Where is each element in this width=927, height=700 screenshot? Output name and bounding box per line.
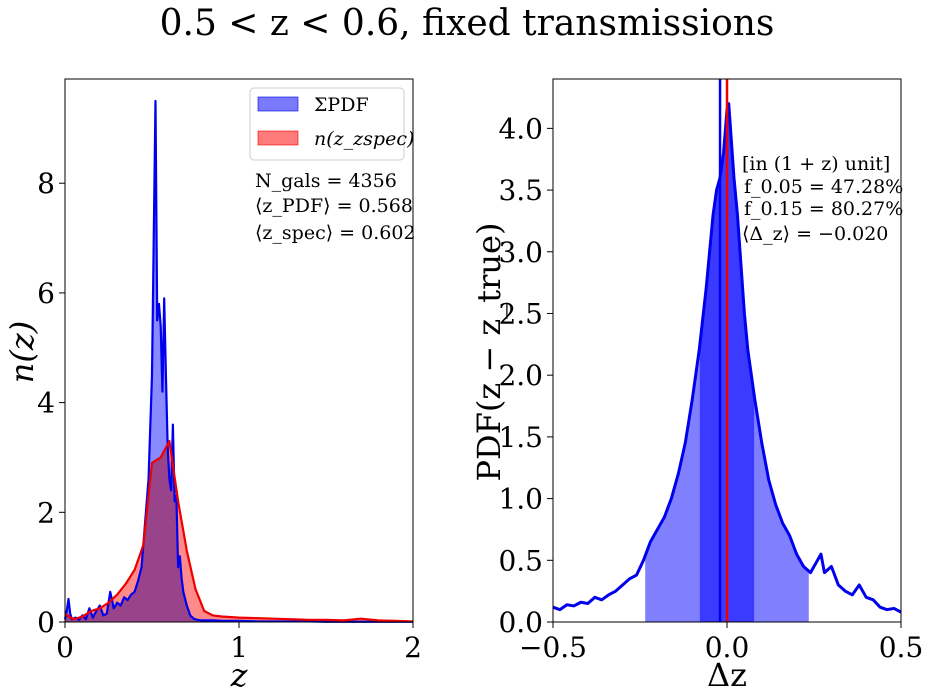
legend-swatch-sumpdf	[257, 96, 299, 112]
right-ytick-label-0: 0.0	[498, 606, 543, 639]
annotation-f015: f_0.15 = 80.27%	[744, 198, 903, 220]
right-ytick-label-4: 2.0	[498, 359, 543, 392]
right-ytick-label-7: 3.5	[498, 174, 543, 207]
left-ylabel: n(z)	[3, 321, 41, 383]
left-ytick-label-3: 6	[37, 277, 55, 310]
left-plot: 0 1 2 0 2 4 6 8 z n(z) ΣPDF n(z_zspec) N_gals =…	[3, 78, 422, 694]
right-xtick-label-1: 0.0	[705, 631, 750, 664]
annotation-f005: f_0.05 = 47.28%	[744, 176, 903, 198]
legend-label-sumpdf: ΣPDF	[314, 94, 369, 116]
left-ytick-label-0: 0	[37, 606, 55, 639]
right-xlabel: Δz	[707, 656, 747, 694]
legend-label-nzspec: n(z_zspec)	[314, 128, 414, 150]
right-ytick-label-6: 3.0	[498, 236, 543, 269]
right-ytick-label-3: 1.5	[498, 421, 543, 454]
left-ytick-label-1: 2	[37, 496, 55, 529]
right-ytick-label-8: 4.0	[498, 112, 543, 145]
right-plot: −0.5 0.0 0.50.00.51.01.52.02.53.03.54.0 Δz…	[470, 78, 924, 694]
left-xlabel: z	[230, 656, 249, 694]
annotation-ngals: N_gals = 4356	[255, 170, 397, 192]
annotation-mean-dz: ⟨Δ_z⟩ = −0.020	[742, 223, 888, 245]
figure-suptitle: 0.5 < z < 0.6, fixed transmissions	[160, 3, 775, 44]
left-xtick-label-2: 2	[404, 631, 422, 664]
area-overlap	[65, 446, 413, 622]
left-ytick-label-4: 8	[37, 167, 55, 200]
right-ytick-label-1: 0.5	[498, 544, 543, 577]
legend-swatch-nzspec	[257, 130, 299, 146]
right-xtick-label-2: 0.5	[879, 631, 924, 664]
line-dz-pdf	[552, 102, 902, 614]
left-xtick-label-0: 0	[56, 631, 74, 664]
line-sumpdf	[63, 99, 413, 623]
annotation-unit: [in (1 + z) unit]	[742, 153, 890, 175]
right-ytick-label-5: 2.5	[498, 297, 543, 330]
left-xtick-label-1: 1	[230, 631, 248, 664]
annotation-mean-zspec: ⟨z_spec⟩ = 0.602	[255, 222, 416, 244]
right-ytick-label-2: 1.0	[498, 483, 543, 516]
left-ytick-label-2: 4	[37, 387, 55, 420]
left-legend: ΣPDF n(z_zspec)	[249, 87, 414, 161]
right-ylabel: PDF(z − z_true)	[470, 223, 508, 482]
right-xtick-label-0: −0.5	[519, 631, 587, 664]
line-nzspec	[64, 439, 414, 623]
annotation-mean-zpdf: ⟨z_PDF⟩ = 0.568	[255, 195, 413, 217]
